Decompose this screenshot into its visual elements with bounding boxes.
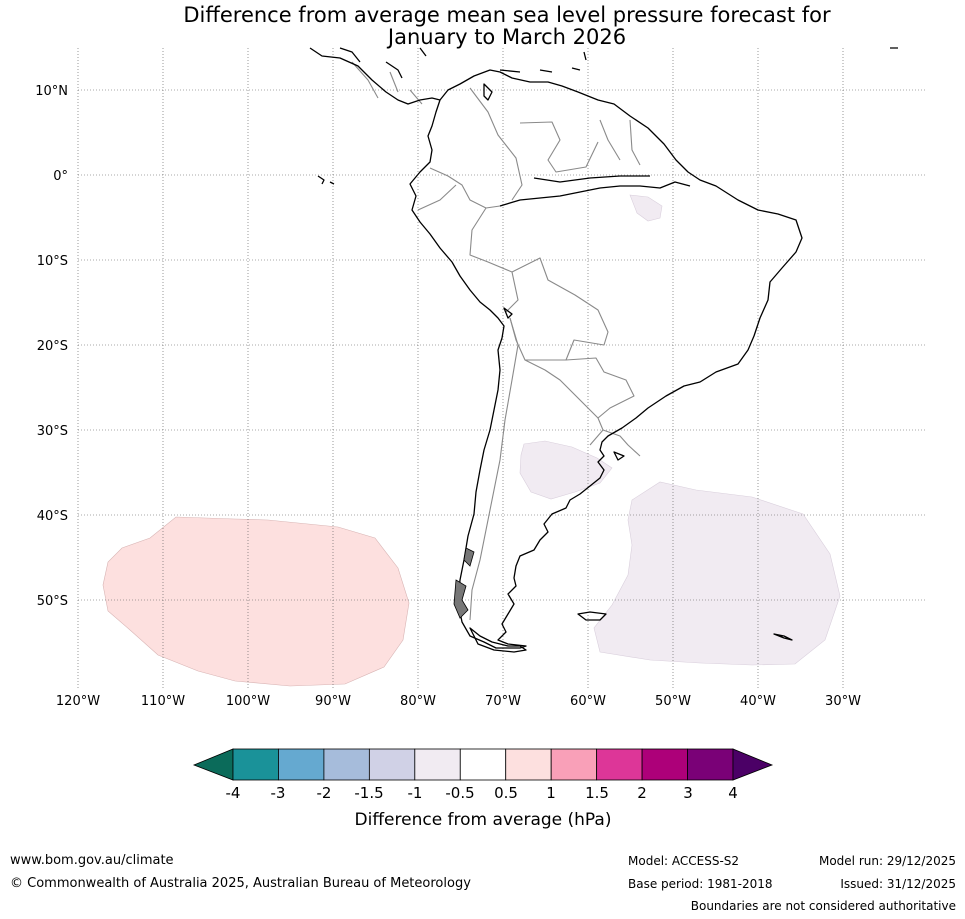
footer-copyright: © Commonwealth of Australia 2025, Austra… (10, 876, 471, 891)
border-colombia-venezuela (469, 87, 523, 201)
border-chile-argentina (469, 317, 519, 621)
lon-label-80w: 80°W (400, 694, 436, 709)
colorbar-segment (278, 748, 325, 781)
anomaly-region-southeast-pacific (102, 516, 410, 687)
colorbar-tick-label: 0.5 (494, 784, 518, 802)
lon-label-90w: 90°W (315, 694, 351, 709)
lon-label-30w: 30°W (825, 694, 861, 709)
colorbar-tick-label: -4 (226, 784, 241, 802)
lon-label-50w: 50°W (655, 694, 691, 709)
coastline-south-georgia (773, 633, 793, 641)
colorbar-segments (232, 748, 734, 781)
colorbar-segment (505, 748, 552, 781)
coastline-lagoa-dos-patos (613, 451, 625, 461)
colorbar-segment (596, 748, 643, 781)
anomaly-layer (102, 194, 841, 687)
colorbar-segment (232, 748, 279, 781)
colorbar-tick-label: -1 (408, 784, 423, 802)
colorbar-segment (368, 748, 416, 781)
colorbar-tick-label: 1.5 (585, 784, 609, 802)
border-paraguay (565, 357, 635, 419)
border-colombia-ecuador (429, 167, 501, 209)
coastlines (309, 47, 898, 653)
lat-label-10s: 10°S (37, 254, 68, 269)
border-peru-brazil (469, 207, 519, 313)
coastline-galapagos (317, 175, 335, 185)
map-title: Difference from average mean sea level p… (0, 4, 965, 48)
coastline-caribbean-islands (499, 47, 898, 73)
colorbar-tick-label: -3 (271, 784, 286, 802)
graticule (77, 48, 926, 688)
lat-label-50s: 50°S (37, 594, 68, 609)
colorbar-segment (323, 748, 370, 781)
coastline-south-america (409, 69, 803, 649)
footer-model: Model: ACCESS-S2 (628, 854, 740, 868)
latitude-labels: 10°N 0° 10°S 20°S 30°S 40°S 50°S (35, 84, 68, 609)
colorbar-segment (550, 748, 598, 781)
footer-base-period: Base period: 1981-2018 (628, 877, 773, 891)
lon-label-120w: 120°W (56, 694, 100, 709)
colorbar-segment (414, 748, 461, 781)
colorbar-tick-label: -1.5 (354, 784, 383, 802)
colorbar-ticks: -4 -3 -2 -1.5 -1 -0.5 0.5 1 1.5 2 3 4 (226, 784, 738, 802)
footer-model-run: Model run: 29/12/2025 (818, 854, 956, 868)
colorbar-tick-label: 3 (683, 784, 693, 802)
colorbar-segment (687, 748, 734, 781)
border-guianas (599, 119, 641, 166)
chilean-archipelago (453, 547, 475, 619)
country-borders (351, 61, 641, 621)
lat-label-30s: 30°S (37, 424, 68, 439)
border-peru-ecuador (417, 184, 457, 211)
colorbar-tick-label: -0.5 (445, 784, 474, 802)
colorbar-tick-label: -2 (317, 784, 332, 802)
longitude-labels: 120°W 110°W 100°W 90°W 80°W 70°W 60°W 50… (56, 694, 861, 709)
lon-label-70w: 70°W (485, 694, 521, 709)
border-uruguay (602, 429, 641, 457)
border-venezuela-guyana (519, 121, 599, 173)
border-argentina-north (524, 359, 604, 446)
colorbar-segment (641, 748, 688, 781)
title-line-1: Difference from average mean sea level p… (183, 3, 831, 27)
coastline-lake-maracaibo (483, 83, 493, 101)
lon-label-40w: 40°W (740, 694, 776, 709)
archipelago-south (453, 579, 469, 619)
colorbar-tick-label: 1 (546, 784, 556, 802)
lon-label-100w: 100°W (226, 694, 270, 709)
colorbar-label: Difference from average (hPa) (355, 810, 612, 830)
colorbar-segment (459, 748, 507, 781)
coastline-central-america (309, 47, 441, 105)
footer-website[interactable]: www.bom.gov.au/climate (10, 853, 174, 868)
title-line-2: January to March 2026 (387, 25, 627, 49)
colorbar: -4 -3 -2 -1.5 -1 -0.5 0.5 1 1.5 2 3 4 Di… (192, 748, 774, 830)
anomaly-region-argentina-pampas (519, 440, 613, 500)
lat-label-10n: 10°N (35, 84, 68, 99)
anomaly-region-northeast-brazil (629, 194, 663, 222)
lat-label-0: 0° (53, 169, 68, 184)
lat-label-20s: 20°S (37, 339, 68, 354)
coastline-tierra-del-fuego (469, 627, 527, 653)
footer-disclaimer: Boundaries are not considered authoritat… (690, 899, 956, 913)
anomaly-region-south-atlantic (593, 481, 841, 666)
lat-label-40s: 40°S (37, 509, 68, 524)
colorbar-extend-high (732, 748, 774, 781)
coastline-falklands (577, 611, 607, 621)
lon-label-110w: 110°W (141, 694, 185, 709)
colorbar-tick-label: 4 (728, 784, 738, 802)
lon-label-60w: 60°W (570, 694, 606, 709)
colorbar-extend-low (192, 748, 234, 781)
footer-issued: Issued: 31/12/2025 (840, 877, 956, 891)
coastline-amazon-river (499, 175, 691, 207)
coastline-lake-titicaca (503, 307, 513, 319)
border-central-america (351, 61, 423, 105)
archipelago-chiloe (463, 547, 475, 567)
colorbar-tick-label: 2 (637, 784, 647, 802)
